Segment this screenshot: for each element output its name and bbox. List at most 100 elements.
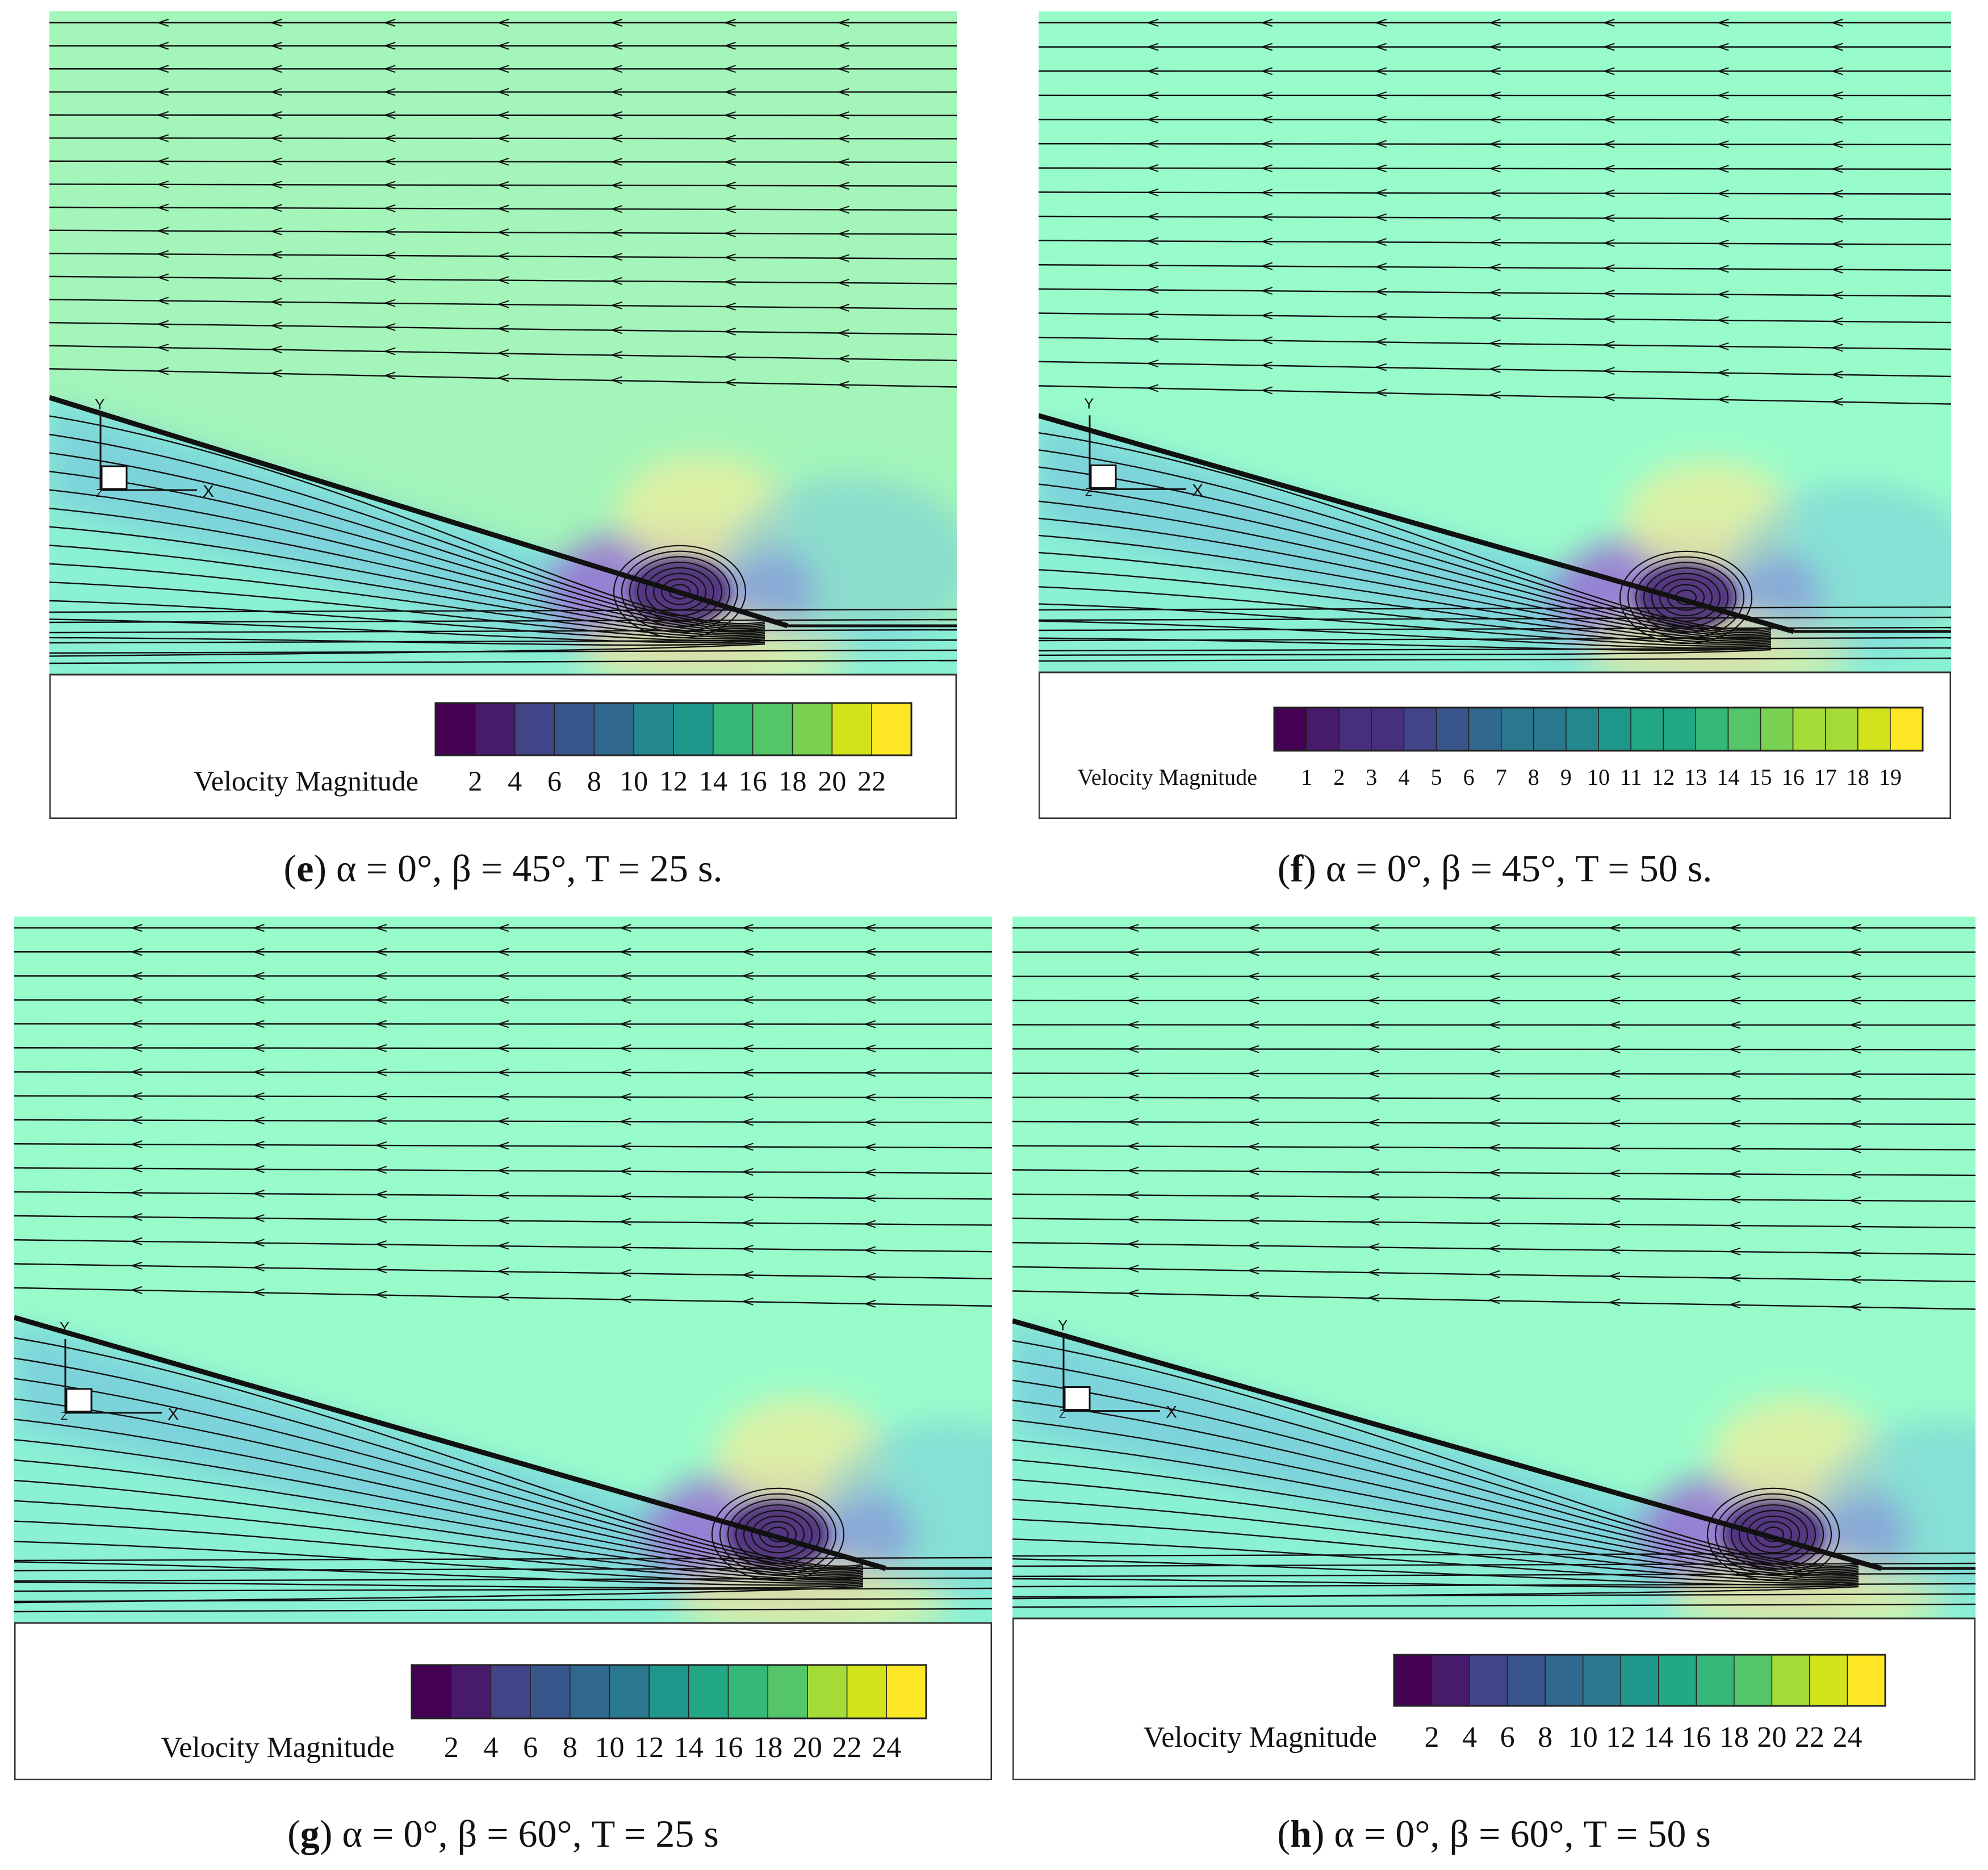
streamline bbox=[1012, 1072, 1976, 1076]
colorbar-tick-label: 18 bbox=[1847, 764, 1869, 790]
colorbar-swatch bbox=[475, 702, 516, 756]
streamline bbox=[14, 1567, 992, 1572]
streamline bbox=[1012, 1583, 1976, 1588]
velocity-colorbar bbox=[434, 702, 913, 756]
streamline bbox=[14, 1582, 864, 1589]
streamline bbox=[49, 639, 957, 644]
colorbar-tick-label: 18 bbox=[779, 765, 807, 797]
caption-h: (h) α = 0°, β = 60°, T = 50 s bbox=[1277, 1812, 1711, 1855]
streamline bbox=[1039, 312, 1951, 324]
colorbar-tick-label: 14 bbox=[699, 765, 727, 797]
colorbar-tick-label: 16 bbox=[739, 765, 767, 797]
streamline bbox=[14, 1191, 992, 1200]
streamline bbox=[1039, 361, 1951, 378]
streamline bbox=[49, 659, 957, 664]
colorbar-tick-label: 18 bbox=[1719, 1721, 1749, 1754]
streamline bbox=[14, 1577, 992, 1582]
axis-x-label: X bbox=[203, 482, 214, 501]
axis-triad bbox=[99, 416, 197, 491]
colorbar-title: Velocity Magnitude bbox=[1077, 764, 1257, 790]
streamline bbox=[14, 1167, 992, 1174]
colorbar-swatch bbox=[1393, 1654, 1433, 1706]
panel-e: X Y Z 2 4 6 8 10 12 14 16 18 20 22 Velocity Magnitude bbox=[49, 11, 957, 819]
axis-z-label: Z bbox=[1059, 1408, 1066, 1421]
panel-h: X Y Z 2 4 6 8 10 12 14 16 18 20 22 24 Velocity Magnitud… bbox=[1012, 917, 1976, 1780]
streamline bbox=[1039, 191, 1951, 195]
colorbar-swatch bbox=[1824, 707, 1859, 751]
colorbar-swatch bbox=[1847, 1654, 1886, 1706]
streamline bbox=[49, 649, 957, 654]
colorbar-tick-label: 14 bbox=[674, 1731, 704, 1764]
colorbar-swatch bbox=[1274, 707, 1307, 751]
colorbar-swatch bbox=[1857, 707, 1891, 751]
streamline bbox=[1012, 1218, 1976, 1229]
axis-y-label: Y bbox=[1084, 395, 1094, 412]
streamline bbox=[1039, 626, 1951, 631]
streamline bbox=[1012, 1479, 1859, 1579]
colorbar-swatch bbox=[411, 1664, 452, 1719]
flow-field bbox=[1039, 11, 1951, 672]
streamline bbox=[14, 1557, 992, 1562]
colorbar-swatch bbox=[831, 702, 872, 756]
streamline bbox=[49, 629, 957, 634]
axis-y-label: Y bbox=[1058, 1317, 1068, 1334]
colorbar-tick-label: 4 bbox=[1462, 1721, 1477, 1754]
colorbar-tick-label: 19 bbox=[1879, 764, 1902, 790]
streamline bbox=[14, 1520, 864, 1582]
caption-g: (g) α = 0°, β = 60°, T = 25 s bbox=[287, 1812, 719, 1855]
axis-z-label: Z bbox=[1085, 486, 1092, 499]
streamline bbox=[49, 618, 957, 624]
streamline bbox=[1012, 1419, 1859, 1574]
streamline bbox=[49, 183, 957, 187]
streamline bbox=[1039, 240, 1951, 245]
streamline bbox=[1012, 1585, 1859, 1600]
streamline bbox=[1012, 1538, 1859, 1584]
streamline bbox=[49, 433, 765, 626]
colorbar-swatch bbox=[450, 1664, 492, 1719]
streamline bbox=[1039, 616, 1951, 621]
streamline bbox=[49, 582, 765, 639]
streamline bbox=[1039, 483, 1772, 635]
colorbar-swatch bbox=[1468, 707, 1502, 751]
velocity-colorbar bbox=[1393, 1654, 1886, 1707]
streamline bbox=[14, 1287, 992, 1307]
streamline bbox=[1039, 264, 1951, 271]
streamline bbox=[1039, 606, 1951, 611]
streamline bbox=[1012, 1558, 1859, 1586]
colorbar-tick-label: 13 bbox=[1684, 764, 1707, 790]
streamline bbox=[49, 526, 765, 634]
colorbar-swatch bbox=[1809, 1654, 1848, 1706]
streamline bbox=[1012, 1603, 1976, 1608]
flow-field bbox=[1012, 917, 1976, 1618]
colorbar-swatch bbox=[1695, 707, 1729, 751]
colorbar-swatch bbox=[490, 1664, 531, 1719]
colorbar-tick-label: 5 bbox=[1431, 764, 1442, 790]
streamline bbox=[49, 321, 957, 336]
caption-text: α = 0°, β = 60°, T = 25 s bbox=[342, 1812, 719, 1855]
caption-text: α = 0°, β = 60°, T = 50 s bbox=[1334, 1812, 1711, 1855]
streamline bbox=[1039, 649, 1772, 656]
colorbar-swatch bbox=[1792, 707, 1826, 751]
streamline bbox=[14, 1561, 864, 1586]
colorbar-tick-label: 22 bbox=[1795, 1721, 1824, 1754]
streamline bbox=[1012, 1241, 1976, 1256]
colorbar-swatch bbox=[1771, 1654, 1810, 1706]
colorbar-tick-label: 10 bbox=[1568, 1721, 1598, 1754]
streamline bbox=[1012, 1145, 1976, 1151]
plate-surface bbox=[49, 395, 789, 629]
streamline bbox=[1039, 534, 1772, 640]
streamline bbox=[49, 229, 957, 235]
axis-triad bbox=[64, 1338, 162, 1414]
streamline bbox=[1012, 1518, 1859, 1582]
colorbar-swatch bbox=[871, 702, 912, 756]
axis-x-label: X bbox=[168, 1405, 179, 1424]
streamline bbox=[1039, 336, 1951, 350]
streamline bbox=[49, 114, 957, 116]
streamline bbox=[14, 1263, 992, 1279]
colorbar-swatch bbox=[1663, 707, 1697, 751]
streamline bbox=[14, 1337, 864, 1567]
streamline bbox=[1012, 1572, 1976, 1578]
